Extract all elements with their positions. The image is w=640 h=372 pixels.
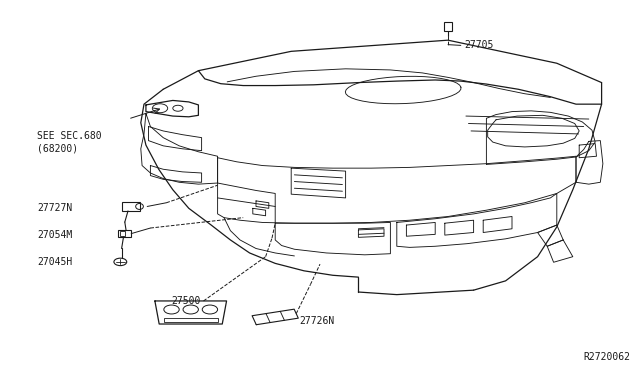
Text: SEE SEC.680
(68200): SEE SEC.680 (68200) xyxy=(37,131,102,153)
Text: 27054M: 27054M xyxy=(37,230,72,240)
Bar xyxy=(444,22,452,31)
Text: 27045H: 27045H xyxy=(37,257,72,267)
Text: 27727N: 27727N xyxy=(37,203,72,213)
Text: 27500: 27500 xyxy=(172,296,201,305)
Text: R2720062: R2720062 xyxy=(584,352,630,362)
Text: 27705: 27705 xyxy=(465,41,494,50)
Bar xyxy=(122,202,140,211)
Bar xyxy=(120,231,125,236)
Bar xyxy=(118,230,131,237)
Bar xyxy=(164,318,218,322)
Text: 27726N: 27726N xyxy=(300,316,335,326)
